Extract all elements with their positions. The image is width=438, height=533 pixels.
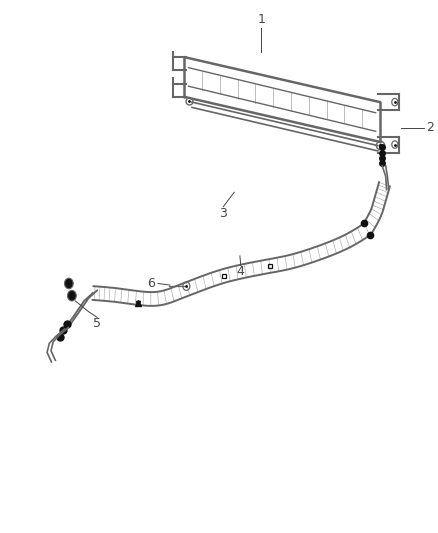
Text: 6: 6 (148, 277, 155, 290)
Text: 5: 5 (93, 317, 101, 330)
Text: 2: 2 (426, 121, 434, 134)
Circle shape (67, 290, 76, 301)
Text: 3: 3 (219, 207, 227, 220)
Text: 4: 4 (237, 265, 245, 278)
Text: 1: 1 (257, 13, 265, 27)
Circle shape (64, 278, 73, 289)
